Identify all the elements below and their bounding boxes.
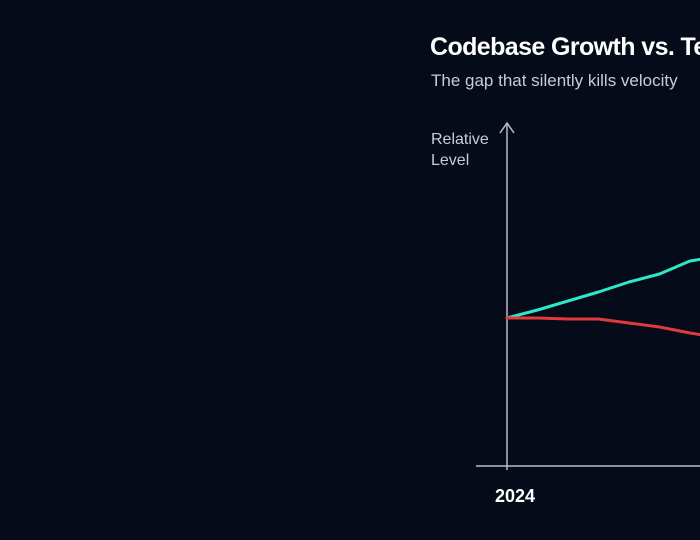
series-line-1 [505,316,700,337]
y-axis-arrowhead [499,121,515,134]
chart-title: Codebase Growth vs. Te [430,33,700,61]
series-line-0 [505,257,700,320]
series-layer [505,257,700,337]
x-tick-label-2024: 2024 [495,486,536,506]
chart-subtitle: The gap that silently kills velocity [431,71,678,90]
y-axis-label: Relative Level [431,131,489,169]
